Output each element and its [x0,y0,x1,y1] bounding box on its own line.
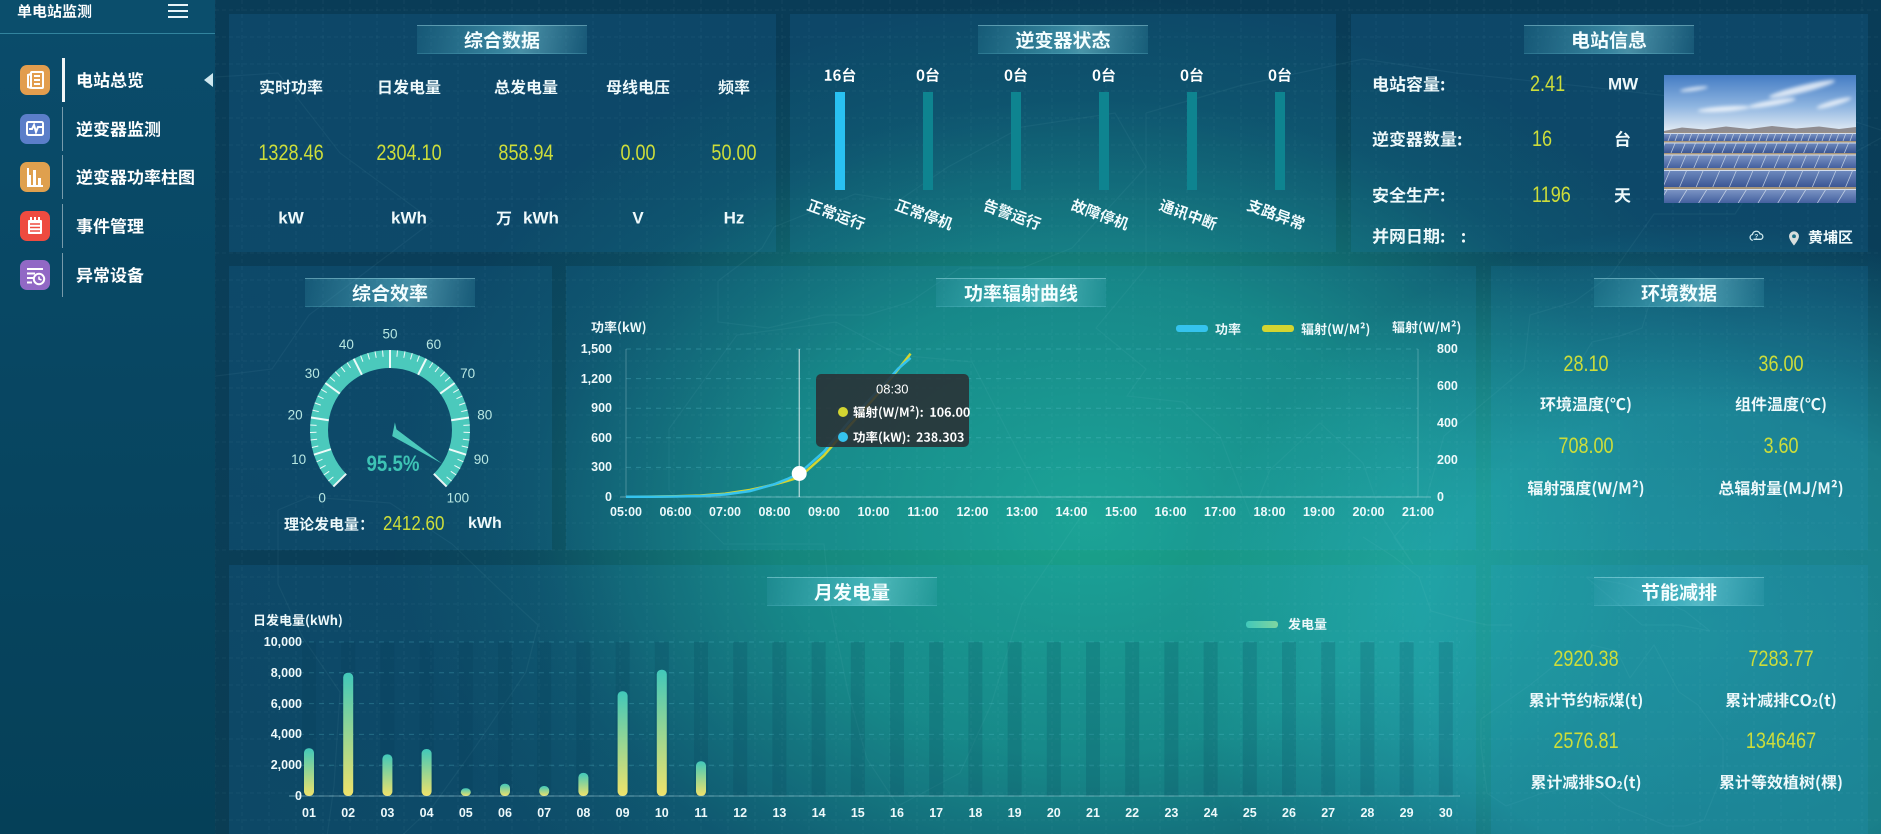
svg-text:70: 70 [460,366,475,381]
svg-text:10: 10 [291,452,306,467]
svg-text:20: 20 [288,408,303,423]
svg-text:50: 50 [382,327,397,342]
svg-text:0: 0 [318,490,326,505]
svg-text:60: 60 [426,337,441,352]
svg-text:90: 90 [474,452,489,467]
svg-text:?: ? [1754,234,1758,241]
svg-text:30: 30 [305,366,320,381]
svg-text:100: 100 [447,490,470,505]
svg-text:80: 80 [477,408,492,423]
svg-text:40: 40 [339,337,354,352]
